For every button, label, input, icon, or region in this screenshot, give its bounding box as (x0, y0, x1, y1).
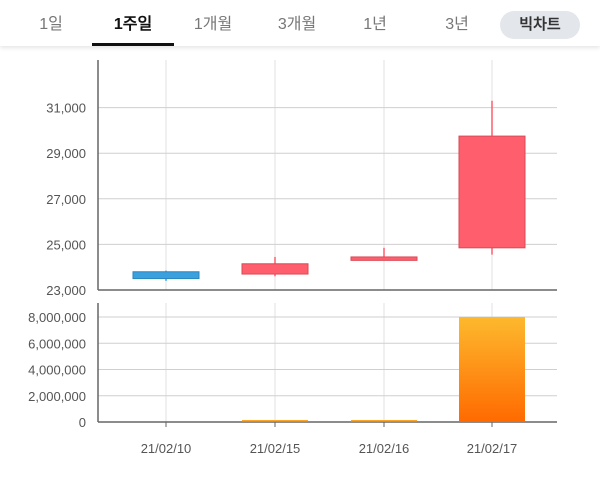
volume-y-tick-label: 4,000,000 (28, 363, 86, 378)
candle-body (132, 271, 200, 280)
x-tick-label: 21/02/16 (359, 441, 410, 456)
tab-3-years[interactable]: 3년 (445, 16, 469, 33)
price-y-tick-label: 27,000 (46, 192, 86, 207)
tab-1-month[interactable]: 1개월 (193, 16, 233, 33)
price-y-tick-label: 31,000 (46, 101, 86, 116)
tab-1-week[interactable]: 1주일 (92, 0, 174, 46)
candle-body (458, 135, 526, 249)
volume-bar (242, 420, 308, 422)
x-tick-label: 21/02/10 (141, 441, 192, 456)
volume-y-tick-label: 0 (79, 415, 86, 430)
period-tab-bar: 1일 1주일 1개월 3개월 1년 3년 빅차트 (0, 0, 600, 46)
x-tick-label: 21/02/15 (250, 441, 301, 456)
tab-1-year[interactable]: 1년 (363, 16, 387, 33)
candle-body (350, 256, 418, 261)
price-y-tick-label: 23,000 (46, 283, 86, 298)
volume-y-tick-label: 8,000,000 (28, 310, 86, 325)
bigchart-button[interactable]: 빅차트 (500, 11, 580, 39)
tab-3-months[interactable]: 3개월 (277, 16, 317, 33)
candle-body (241, 263, 309, 275)
volume-y-tick-label: 2,000,000 (28, 389, 86, 404)
price-y-tick-label: 29,000 (46, 146, 86, 161)
volume-y-tick-label: 6,000,000 (28, 336, 86, 351)
volume-bar (459, 317, 525, 422)
x-tick-label: 21/02/17 (467, 441, 518, 456)
price-y-tick-label: 25,000 (46, 237, 86, 252)
volume-bar (351, 420, 417, 422)
tab-1-day[interactable]: 1일 (39, 16, 63, 33)
